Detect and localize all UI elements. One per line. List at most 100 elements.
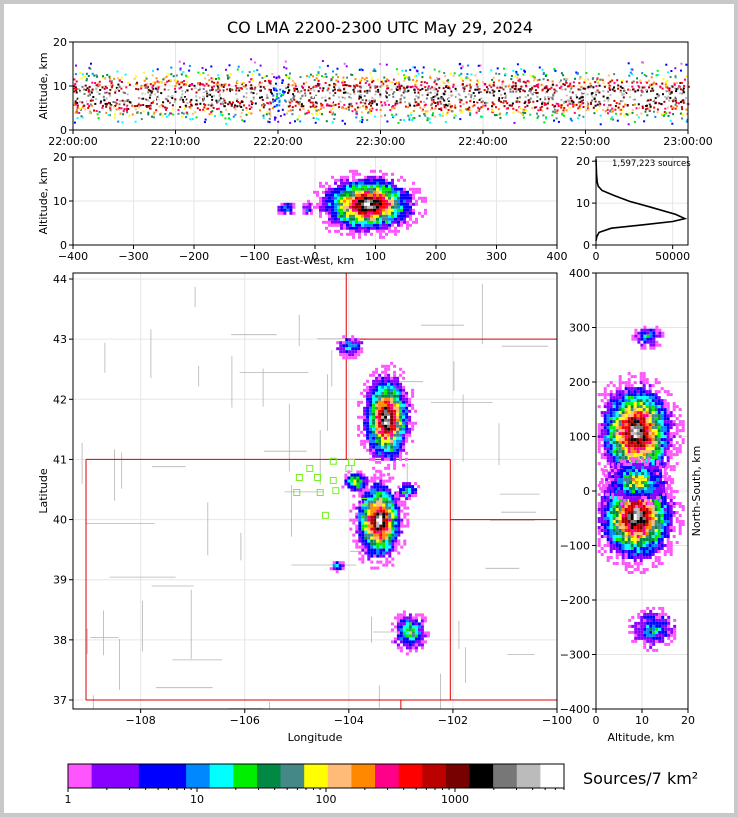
density-cell [352, 172, 355, 176]
density-cell [615, 390, 619, 394]
density-cell [542, 78, 545, 81]
density-cell [123, 100, 126, 103]
density-cell [291, 79, 294, 82]
density-cell [364, 208, 367, 212]
density-cell [379, 184, 382, 188]
density-cell [675, 417, 679, 421]
density-cell [665, 86, 668, 89]
density-cell [218, 77, 221, 80]
density-cell [361, 509, 365, 513]
density-cell [220, 90, 223, 92]
density-cell [391, 196, 394, 200]
density-cell [373, 491, 377, 495]
density-cell [400, 94, 403, 97]
density-cell [650, 83, 653, 86]
density-cell [410, 86, 412, 89]
density-cell [587, 78, 590, 81]
density-cell [384, 430, 388, 434]
density-cell [369, 457, 373, 461]
density-cell [356, 482, 360, 486]
density-cell [669, 119, 672, 122]
density-cell [342, 84, 345, 87]
density-cell [222, 86, 225, 88]
density-cell [358, 94, 361, 97]
density-cell [364, 548, 368, 552]
density-cell [621, 417, 625, 421]
density-cell [341, 81, 344, 84]
density-cell [577, 117, 580, 120]
density-cell [391, 518, 395, 522]
density-cell [121, 99, 124, 102]
density-cell [343, 187, 346, 191]
density-cell [639, 435, 643, 439]
density-cell [663, 420, 667, 424]
density-cell [630, 408, 634, 412]
density-cell [205, 107, 208, 110]
density-cell [227, 93, 230, 96]
density-cell [424, 114, 427, 117]
density-cell [367, 500, 371, 504]
density-cell [364, 509, 368, 513]
density-cell [606, 426, 610, 430]
density-cell [385, 542, 389, 546]
density-cell [366, 394, 370, 398]
density-cell [375, 90, 378, 93]
density-cell [402, 491, 406, 495]
density-cell [286, 202, 290, 206]
density-cell [659, 92, 662, 95]
density-cell [597, 441, 601, 445]
density-cell [360, 347, 364, 351]
density-cell [287, 92, 289, 94]
density-cell [606, 411, 610, 415]
density-cell [238, 89, 241, 92]
density-cell [546, 102, 549, 105]
density-cell [372, 391, 376, 395]
density-cell [176, 80, 179, 83]
density-cell [317, 118, 320, 121]
density-cell [536, 79, 539, 82]
density-cell [268, 81, 271, 84]
density-cell [362, 479, 366, 483]
density-cell [384, 379, 388, 383]
density-cell [666, 420, 670, 424]
density-cell [381, 379, 385, 383]
density-cell [630, 420, 634, 424]
density-cell [468, 106, 471, 109]
density-cell [352, 494, 356, 498]
density-cell [379, 193, 382, 197]
density-cell [408, 430, 412, 434]
density-cell [387, 397, 391, 401]
density-cell [657, 432, 661, 436]
density-cell [182, 83, 185, 86]
density-cell [358, 539, 362, 543]
density-cell [382, 503, 386, 507]
density-cell [444, 120, 447, 123]
density-cell [269, 82, 272, 85]
density-cell [382, 548, 386, 552]
density-cell [666, 91, 669, 94]
density-cell [364, 533, 368, 537]
density-cell [337, 229, 340, 233]
density-cell [598, 101, 601, 104]
density-cell [372, 370, 376, 374]
density-cell [379, 536, 383, 540]
density-cell [352, 226, 355, 230]
density-cell [159, 113, 162, 116]
density-cell [440, 107, 443, 110]
density-cell [250, 112, 253, 115]
density-cell [386, 78, 389, 81]
density-cell [399, 101, 402, 104]
density-cell [283, 202, 287, 206]
density-cell [341, 564, 345, 568]
density-cell [609, 432, 613, 436]
density-cell [373, 536, 377, 540]
density-cell [378, 412, 382, 416]
density-cell [370, 202, 373, 206]
density-cell [247, 95, 250, 97]
density-cell [615, 438, 619, 442]
density-cell [361, 99, 364, 101]
density-cell [160, 104, 163, 107]
density-cell [587, 103, 590, 105]
density-cell [358, 235, 361, 239]
